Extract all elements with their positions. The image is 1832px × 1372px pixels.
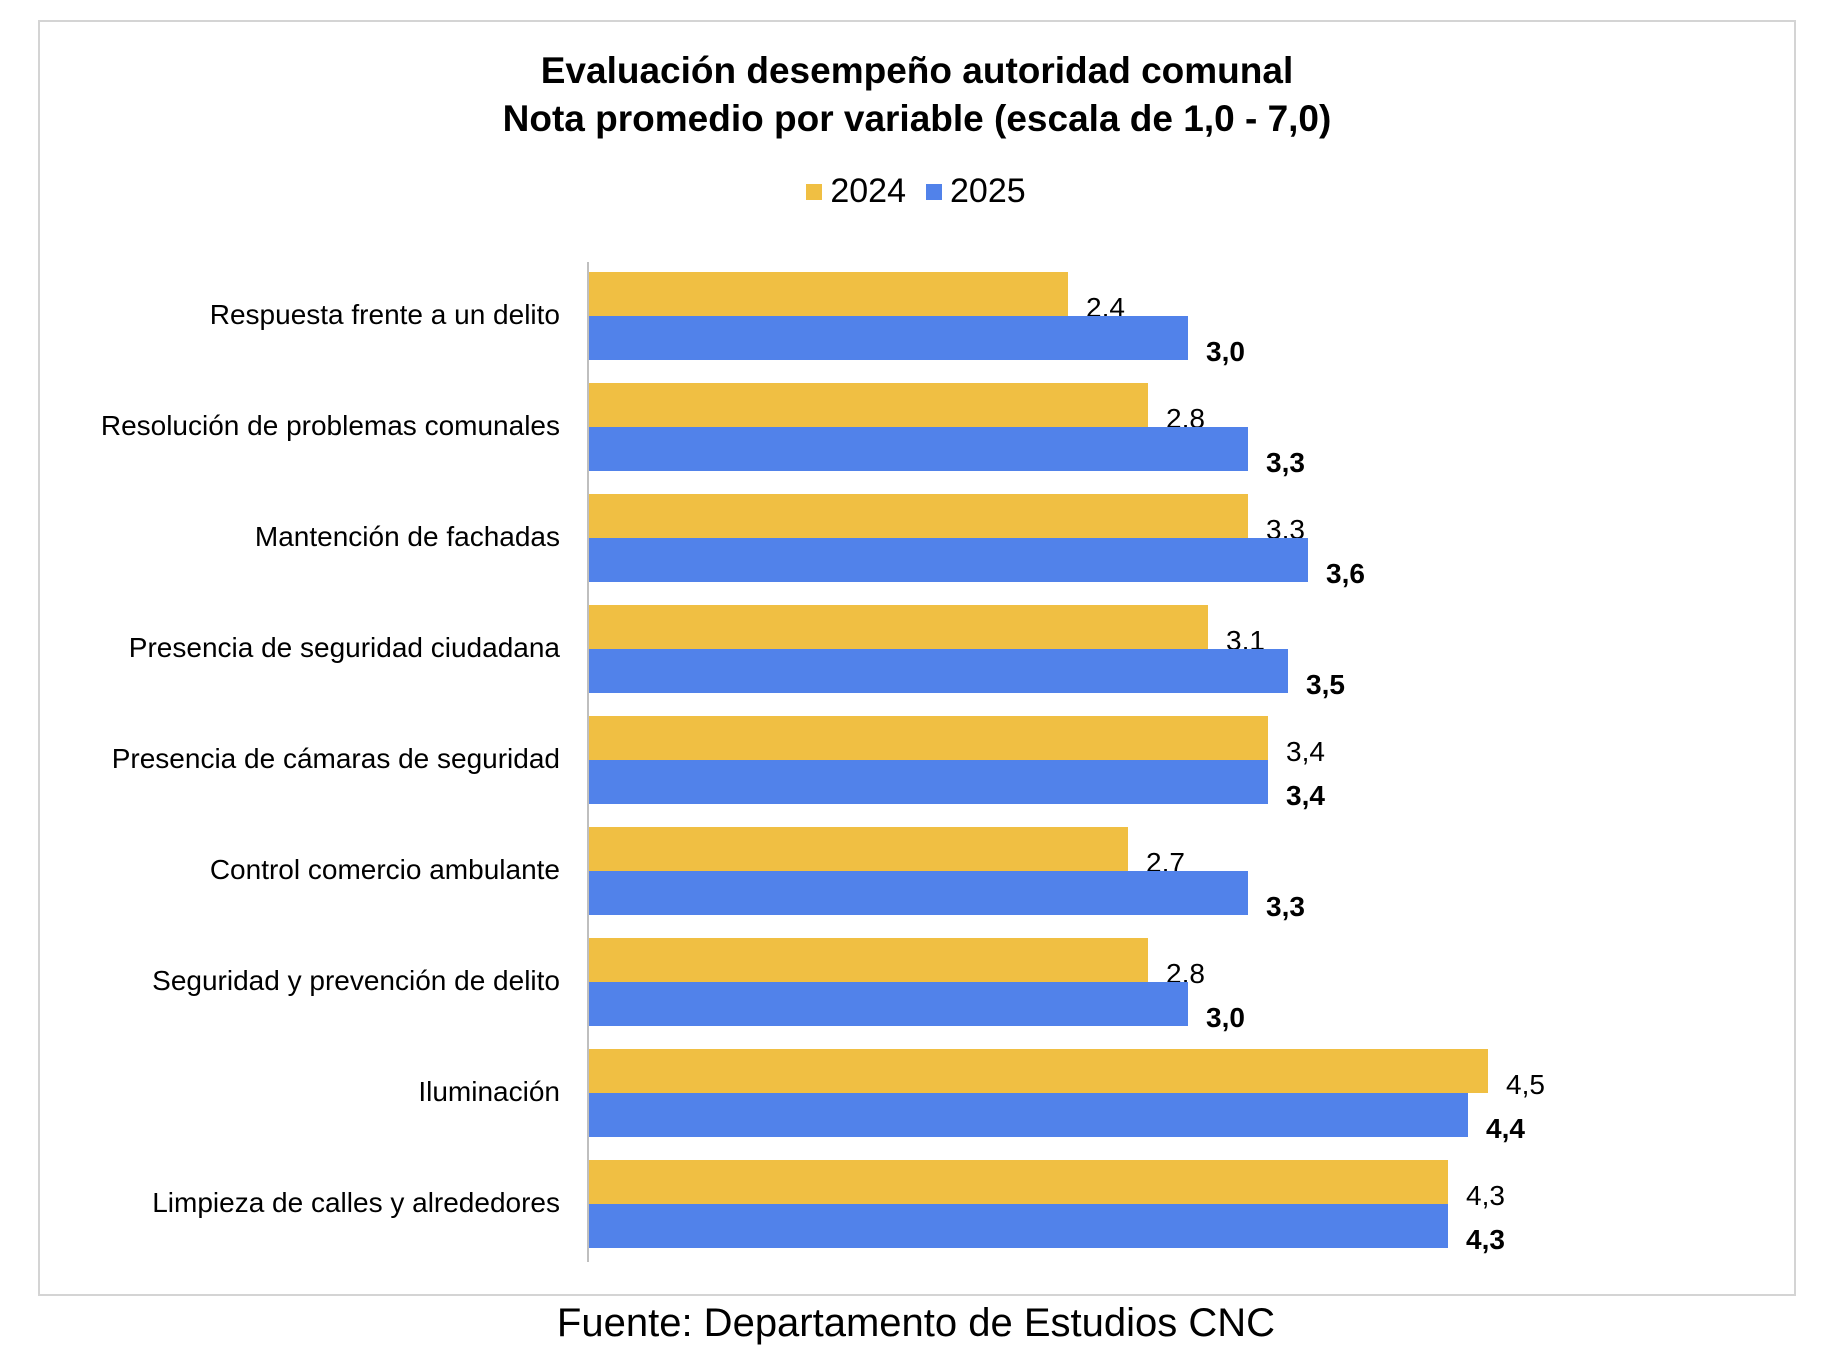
bar-2024 [588, 827, 1128, 871]
data-label-2024: 3,4 [1286, 736, 1325, 767]
legend-label-2024: 2024 [830, 172, 906, 210]
data-label-2025: 4,4 [1486, 1113, 1525, 1144]
data-label-2025: 3,0 [1206, 336, 1245, 367]
bar-2025 [588, 1093, 1468, 1137]
bar-2025 [588, 1204, 1448, 1248]
data-label-2025: 3,0 [1206, 1002, 1245, 1033]
bar-2025 [588, 427, 1248, 471]
data-label-2025: 3,3 [1266, 891, 1305, 922]
data-label-2025: 3,3 [1266, 447, 1305, 478]
data-label-2025: 4,3 [1466, 1224, 1505, 1255]
legend-swatch-2024 [806, 183, 823, 200]
category-label: Presencia de cámaras de seguridad [112, 743, 560, 774]
category-label: Control comercio ambulante [210, 854, 560, 885]
bar-2024 [588, 272, 1068, 316]
data-label-2025: 3,5 [1306, 669, 1345, 700]
bar-2024 [588, 938, 1148, 982]
category-label: Respuesta frente a un delito [210, 299, 560, 330]
bar-2025 [588, 760, 1268, 804]
bar-2024 [588, 1160, 1448, 1204]
bar-2024 [588, 716, 1268, 760]
bar-2024 [588, 494, 1248, 538]
bar-2025 [588, 871, 1248, 915]
bar-2024 [588, 605, 1208, 649]
category-label: Seguridad y prevención de delito [152, 965, 560, 996]
legend-label-2025: 2025 [950, 172, 1026, 210]
data-label-2025: 3,6 [1326, 558, 1365, 589]
category-label: Mantención de fachadas [255, 521, 560, 552]
chart-legend: 2024 2025 [0, 172, 1832, 211]
category-label: Limpieza de calles y alrededores [152, 1187, 560, 1218]
category-label: Presencia de seguridad ciudadana [129, 632, 561, 663]
legend-item-2025: 2025 [926, 172, 1026, 211]
bar-2025 [588, 649, 1288, 693]
legend-item-2024: 2024 [806, 172, 906, 211]
category-label: Resolución de problemas comunales [101, 410, 560, 441]
source-note: Fuente: Departamento de Estudios CNC [556, 1301, 1276, 1345]
bar-2024 [588, 383, 1148, 427]
data-label-2024: 4,3 [1466, 1180, 1505, 1211]
chart-title: Evaluación desempeño autoridad comunal [540, 50, 1294, 91]
category-label: Iluminación [418, 1076, 560, 1107]
data-label-2024: 4,5 [1506, 1069, 1545, 1100]
legend-swatch-2025 [926, 183, 942, 200]
bar-2025 [588, 538, 1308, 582]
bar-2024 [588, 1049, 1488, 1093]
chart-subtitle: Nota promedio por variable (escala de 1,… [502, 98, 1332, 139]
data-label-2025: 3,4 [1286, 780, 1325, 811]
bar-2025 [588, 982, 1188, 1026]
bar-2025 [588, 316, 1188, 360]
